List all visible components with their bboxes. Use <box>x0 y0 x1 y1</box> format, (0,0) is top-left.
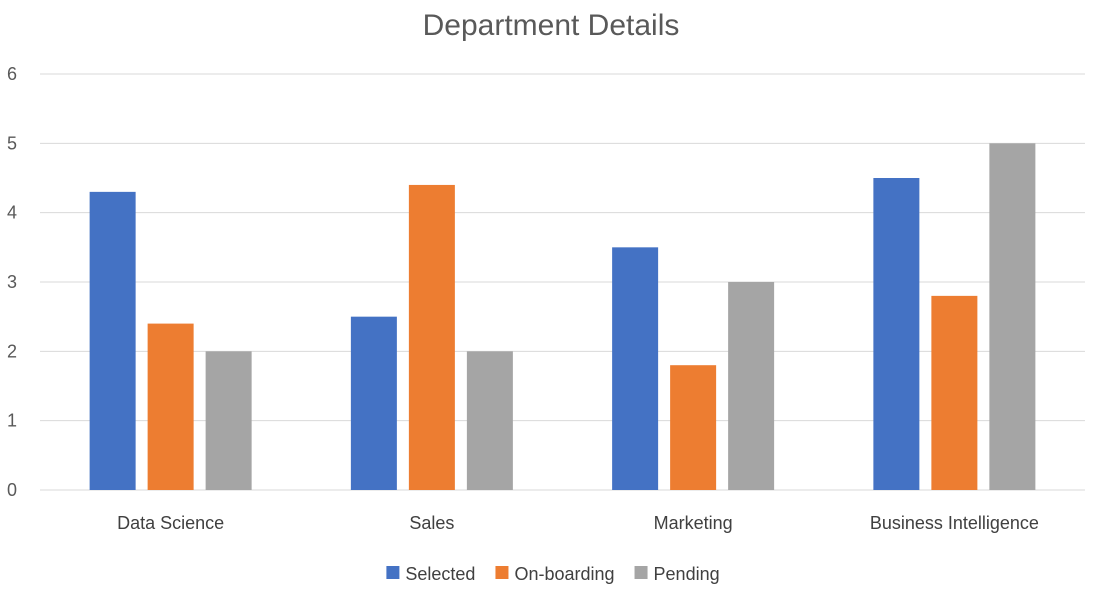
chart-title: Department Details <box>423 9 680 42</box>
bar-on-boarding-data-science <box>147 323 194 490</box>
bar-selected-data-science <box>89 191 136 490</box>
bar-selected-marketing <box>612 247 659 490</box>
legend-swatch <box>634 566 648 579</box>
y-tick-label: 5 <box>7 133 17 153</box>
y-tick-label: 1 <box>7 411 17 431</box>
y-tick-label: 0 <box>7 480 17 500</box>
legend-label: Pending <box>654 564 720 584</box>
legend-label: Selected <box>405 564 475 584</box>
legend-item: Selected <box>386 564 475 584</box>
y-tick-label: 4 <box>7 203 17 223</box>
y-tick-label: 6 <box>7 64 17 84</box>
y-axis-ticks: 0 1 2 3 4 5 6 <box>7 64 17 500</box>
legend-label: On-boarding <box>514 564 614 584</box>
y-tick-label: 3 <box>7 272 17 292</box>
x-category-label: Business Intelligence <box>870 513 1039 533</box>
bar-pending-data-science <box>205 351 252 490</box>
y-tick-label: 2 <box>7 341 17 361</box>
bar-on-boarding-marketing <box>670 365 717 490</box>
x-category-label: Marketing <box>654 513 733 533</box>
bar-pending-business-intelligence <box>989 143 1036 491</box>
legend-swatch <box>495 566 509 579</box>
legend-item: Pending <box>634 564 720 584</box>
bar-selected-business-intelligence <box>873 178 920 490</box>
bar-pending-marketing <box>728 282 775 490</box>
x-category-label: Data Science <box>117 513 224 533</box>
x-axis-categories: Data Science Sales Marketing Business Intel… <box>117 513 1039 533</box>
gridlines <box>40 73 1085 491</box>
bar-selected-sales <box>350 316 397 490</box>
bar-on-boarding-business-intelligence <box>931 295 978 490</box>
bars <box>89 143 1036 491</box>
legend: Selected On-boarding Pending <box>386 564 720 584</box>
x-category-label: Sales <box>409 513 454 533</box>
bar-on-boarding-sales <box>408 184 455 490</box>
bar-pending-sales <box>466 351 513 490</box>
legend-item: On-boarding <box>495 564 615 584</box>
legend-swatch <box>386 566 400 579</box>
